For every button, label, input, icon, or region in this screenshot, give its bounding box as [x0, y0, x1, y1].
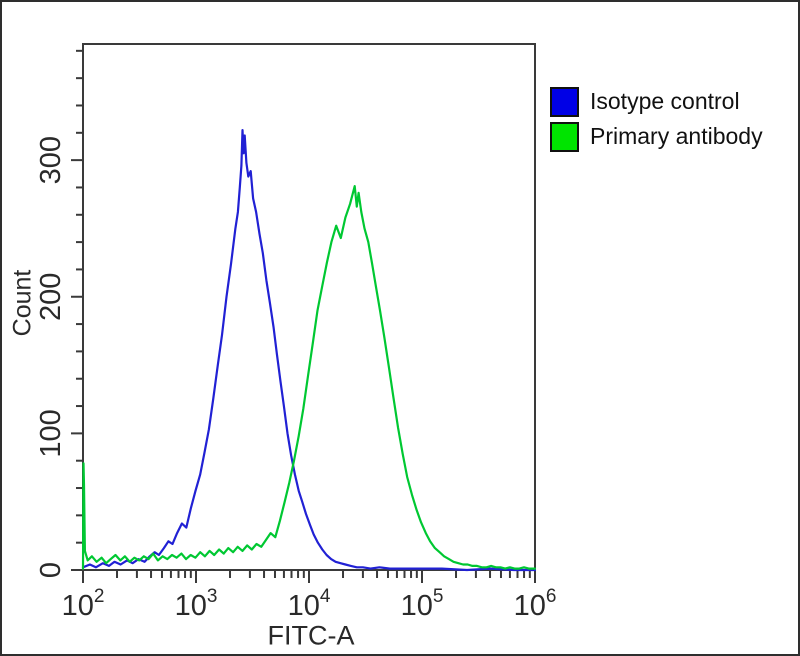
x-axis-ticks: 102 103 104 105 106 [62, 571, 557, 622]
primary-antibody-label: Primary antibody [590, 123, 763, 150]
primary-antibody-swatch [550, 122, 579, 152]
y-axis-title: Count [8, 269, 37, 337]
y-axis-ticks: 0 100 200 300 [35, 49, 82, 578]
legend-item-primary-antibody: Primary antibody [550, 122, 763, 152]
x-axis-title: FITC-A [267, 620, 355, 651]
x-tick-label: 104 [288, 586, 331, 622]
y-tick-label: 100 [35, 409, 67, 457]
legend-item-isotype-control: Isotype control [550, 87, 763, 117]
y-tick-label: 200 [35, 273, 67, 321]
legend: Isotype control Primary antibody [550, 87, 763, 152]
x-tick-label: 106 [514, 586, 557, 622]
x-tick-label: 105 [401, 586, 444, 622]
plot-frame [82, 43, 536, 571]
y-tick-label: 300 [35, 136, 67, 184]
x-tick-label: 103 [175, 586, 218, 622]
isotype-control-swatch [550, 87, 579, 117]
x-tick-label: 102 [62, 586, 105, 622]
primary-antibody-curve [81, 185, 537, 570]
isotype-control-curve [81, 129, 537, 572]
isotype-control-label: Isotype control [590, 88, 740, 115]
y-tick-label: 0 [35, 562, 67, 578]
